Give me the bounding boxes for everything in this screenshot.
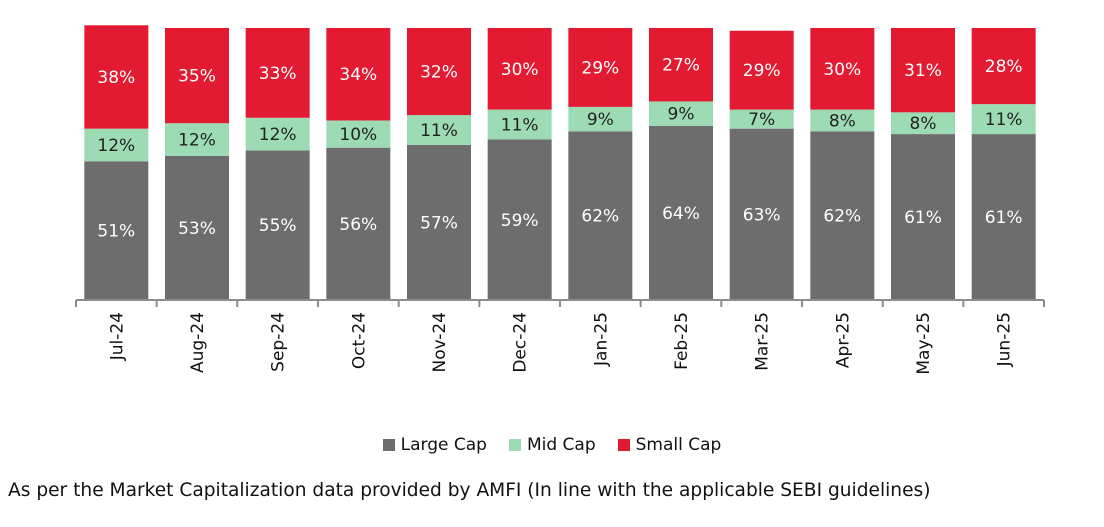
bar-small-cap (84, 25, 149, 129)
bar-small-cap (568, 28, 633, 107)
x-tick-label: Sep-24 (269, 312, 289, 372)
x-tick-label: Feb-25 (672, 312, 692, 370)
data-label-mid-cap: 12% (97, 136, 135, 156)
data-label-mid-cap: 8% (910, 114, 937, 134)
data-label-small-cap: 34% (339, 65, 377, 85)
bar-mid-cap (568, 106, 633, 132)
data-label-small-cap: 38% (97, 68, 135, 88)
data-label-mid-cap: 10% (339, 125, 377, 145)
data-label-small-cap: 31% (904, 61, 942, 81)
bar-small-cap (971, 28, 1036, 105)
legend-swatch-small-cap (617, 439, 630, 451)
x-tick-label: Oct-24 (349, 312, 369, 369)
bar-large-cap (487, 139, 552, 300)
bar-small-cap (891, 28, 955, 113)
bar-mid-cap (649, 101, 713, 126)
footnote: As per the Market Capitalization data pr… (8, 480, 931, 501)
bar-mid-cap (487, 109, 552, 140)
bar-large-cap (810, 131, 875, 300)
bar-small-cap (407, 28, 471, 116)
data-label-mid-cap: 9% (587, 110, 614, 130)
legend-swatch-mid-cap (508, 439, 521, 451)
bar-large-cap (326, 147, 391, 300)
data-label-small-cap: 33% (259, 64, 297, 84)
data-label-large-cap: 62% (581, 207, 619, 227)
bar-large-cap (568, 131, 633, 300)
bar-large-cap (971, 134, 1036, 300)
data-label-large-cap: 62% (823, 207, 861, 227)
data-label-small-cap: 30% (823, 60, 861, 80)
data-label-large-cap: 57% (420, 213, 458, 233)
legend-item-small-cap: Small Cap (617, 435, 722, 455)
data-label-small-cap: 27% (662, 56, 700, 76)
x-tick-label: Apr-25 (833, 312, 853, 368)
bar-small-cap (165, 28, 229, 124)
data-label-small-cap: 32% (420, 63, 458, 83)
bar-large-cap (84, 161, 149, 300)
x-tick-label: May-25 (914, 312, 934, 375)
legend-label-mid-cap: Mid Cap (526, 435, 596, 455)
bar-mid-cap (326, 120, 391, 148)
bar-small-cap (245, 28, 310, 118)
x-tick-label: Jan-25 (591, 312, 611, 367)
data-label-small-cap: 29% (743, 61, 781, 81)
data-label-large-cap: 51% (97, 222, 135, 242)
data-label-small-cap: 28% (985, 57, 1023, 77)
legend: Large Cap Mid Cap Small Cap (0, 435, 1104, 455)
x-tick-label: Dec-24 (511, 312, 531, 373)
bar-large-cap (729, 128, 794, 300)
data-label-large-cap: 64% (662, 204, 700, 224)
bar-mid-cap (245, 117, 310, 151)
data-label-large-cap: 56% (339, 215, 377, 235)
x-tick-label: Nov-24 (430, 312, 450, 373)
data-label-mid-cap: 11% (501, 116, 539, 136)
legend-item-mid-cap: Mid Cap (508, 435, 596, 455)
data-label-large-cap: 63% (743, 205, 781, 225)
data-label-mid-cap: 12% (259, 125, 297, 145)
data-label-large-cap: 53% (178, 219, 216, 239)
data-label-mid-cap: 8% (829, 111, 856, 131)
x-tick-label: Aug-24 (188, 312, 208, 373)
bar-small-cap (729, 30, 794, 110)
data-label-large-cap: 61% (904, 208, 942, 228)
bar-small-cap (487, 28, 552, 110)
stacked-bar-chart: 51% 12% 38% 53% 12% 35% 55% 12% 33% 56% 10% 34% 57% 1… (75, 25, 1045, 375)
bar-large-cap (407, 144, 471, 300)
x-tick-label: Jun-25 (995, 312, 1015, 367)
data-label-mid-cap: 12% (178, 131, 216, 151)
data-label-mid-cap: 11% (985, 110, 1023, 130)
bar-mid-cap (971, 104, 1036, 135)
bar-large-cap (165, 155, 229, 300)
data-label-mid-cap: 9% (668, 105, 695, 125)
bar-mid-cap (84, 128, 149, 162)
x-tick-label: Jul-24 (107, 312, 127, 361)
data-label-large-cap: 59% (501, 211, 539, 231)
data-label-mid-cap: 7% (748, 110, 775, 130)
bar-large-cap (891, 134, 955, 300)
legend-label-large-cap: Large Cap (400, 435, 487, 455)
bar-mid-cap (165, 123, 229, 156)
bar-small-cap (326, 28, 391, 121)
bar-small-cap (649, 28, 713, 102)
x-tick-label: Mar-25 (753, 312, 773, 371)
legend-label-small-cap: Small Cap (635, 435, 722, 455)
data-label-small-cap: 35% (178, 67, 216, 87)
data-label-large-cap: 55% (259, 216, 297, 236)
bar-large-cap (245, 150, 310, 300)
data-label-small-cap: 29% (581, 58, 619, 78)
data-label-small-cap: 30% (501, 60, 539, 80)
data-label-large-cap: 61% (985, 208, 1023, 228)
bar-large-cap (649, 125, 713, 300)
legend-swatch-large-cap (382, 439, 395, 451)
bar-mid-cap (407, 115, 471, 145)
bar-mid-cap (891, 112, 955, 135)
bar-small-cap (810, 28, 875, 110)
bar-mid-cap (729, 109, 794, 129)
data-label-mid-cap: 11% (420, 121, 458, 141)
legend-item-large-cap: Large Cap (382, 435, 487, 455)
bar-mid-cap (810, 109, 875, 132)
